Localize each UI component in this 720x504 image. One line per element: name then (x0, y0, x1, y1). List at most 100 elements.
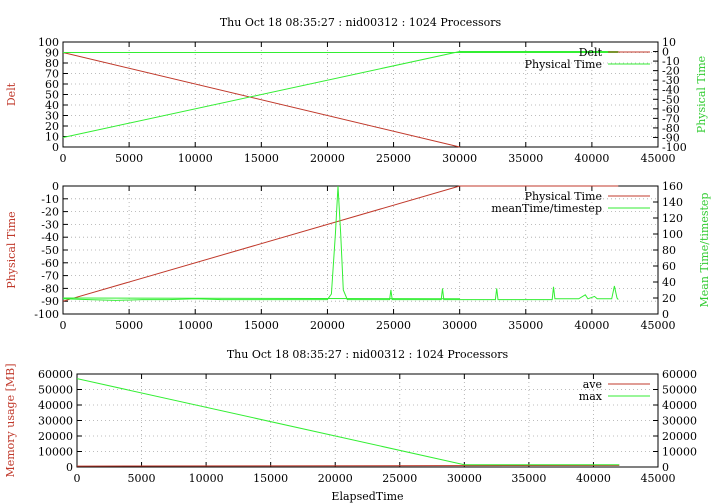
y-left-tick-label: 0 (52, 141, 59, 154)
y-left-tick-label: 50 (45, 89, 59, 102)
y-left-tick-label: 30 (45, 110, 59, 123)
x-tick-label: 10000 (178, 319, 213, 332)
x-tick-label: 10000 (178, 152, 213, 165)
x-tick-label: 30000 (442, 152, 477, 165)
y-left-tick-label: 20000 (38, 430, 73, 443)
y-left-tick-label: 0 (52, 180, 59, 193)
x-tick-label: 15000 (244, 319, 279, 332)
x-tick-label: 15000 (244, 152, 279, 165)
y-right-tick-label: 10 (662, 36, 676, 49)
y-left-tick-label: -70 (41, 270, 59, 283)
y-left-tick-label: 80 (45, 57, 59, 70)
y-right-tick-label: -40 (662, 84, 680, 97)
y-right-tick-label: 0 (662, 461, 669, 474)
chart-title: Thu Oct 18 08:35:27 : nid00312 : 1024 Pr… (227, 348, 509, 361)
y-left-tick-label: -80 (41, 282, 59, 295)
series-line-ave (76, 464, 620, 467)
x-tick-label: 5000 (115, 152, 143, 165)
y-right-tick-label: 50000 (662, 384, 697, 397)
x-tick-label: 5000 (128, 472, 156, 485)
y-left-axis-label: Physical Time (5, 211, 18, 288)
y-right-tick-label: 0 (662, 46, 669, 59)
y-left-tick-label: -50 (41, 244, 59, 257)
x-tick-label: 15000 (253, 472, 288, 485)
series-line-physical-time (62, 51, 619, 138)
legend-label: ave (583, 378, 602, 391)
y-left-tick-label: 100 (38, 36, 59, 49)
x-tick-label: 20000 (318, 472, 353, 485)
series-line-max (76, 378, 620, 466)
y-left-tick-label: 60 (45, 78, 59, 91)
y-right-tick-label: 20 (662, 292, 676, 305)
y-left-tick-label: -100 (34, 308, 59, 321)
x-tick-label: 40000 (574, 152, 609, 165)
x-tick-label: 45000 (641, 472, 676, 485)
y-left-tick-label: -90 (41, 295, 59, 308)
y-right-tick-label: -80 (662, 122, 680, 135)
y-left-tick-label: 50000 (38, 384, 73, 397)
x-tick-label: 25000 (382, 472, 417, 485)
y-right-tick-label: -20 (662, 65, 680, 78)
y-left-axis-label: Memory usage [MB] (4, 363, 17, 477)
y-right-tick-label: 0 (662, 308, 669, 321)
x-tick-label: 25000 (376, 152, 411, 165)
y-right-tick-label: 30000 (662, 415, 697, 428)
y-left-tick-label: 70 (45, 68, 59, 81)
x-tick-label: 45000 (641, 152, 676, 165)
x-tick-label: 0 (60, 152, 67, 165)
y-right-tick-label: 60000 (662, 368, 697, 381)
x-tick-label: 30000 (442, 319, 477, 332)
y-left-tick-label: 10 (45, 131, 59, 144)
y-left-tick-label: 90 (45, 47, 59, 60)
plot-frame (76, 373, 659, 468)
legend-label: Physical Time (525, 58, 602, 71)
x-tick-label: 10000 (189, 472, 224, 485)
y-right-tick-label: 80 (662, 244, 676, 257)
y-left-tick-label: 0 (66, 461, 73, 474)
y-left-tick-label: -60 (41, 257, 59, 270)
y-right-tick-label: 100 (662, 228, 683, 241)
y-left-tick-label: 40000 (38, 399, 73, 412)
series-line-unlabeled-2 (62, 297, 460, 300)
legend-label: meanTime/timestep (491, 202, 602, 215)
y-right-tick-label: 10000 (662, 446, 697, 459)
x-tick-label: 20000 (310, 152, 345, 165)
x-tick-label: 40000 (576, 472, 611, 485)
legend-label: Delt (579, 46, 603, 59)
x-tick-label: 20000 (310, 319, 345, 332)
y-left-tick-label: -30 (41, 218, 59, 231)
y-left-tick-label: -10 (41, 193, 59, 206)
y-right-tick-label: 40000 (662, 399, 697, 412)
legend-label: max (579, 390, 603, 403)
x-tick-label: 25000 (376, 319, 411, 332)
y-right-tick-label: 140 (662, 196, 683, 209)
y-right-tick-label: 40 (662, 276, 676, 289)
series-line-delt (62, 52, 460, 148)
x-tick-label: 40000 (574, 319, 609, 332)
y-right-tick-label: -10 (662, 55, 680, 68)
y-left-tick-label: 20 (45, 120, 59, 133)
y-left-tick-label: -20 (41, 206, 59, 219)
series-line-physical-time (62, 185, 619, 302)
x-tick-label: 0 (60, 319, 67, 332)
legend-label: Physical Time (525, 190, 602, 203)
plot-frame (62, 185, 659, 315)
chart-1: 0 5000 10000 15000 20000 25000 30000 35000 40000… (5, 16, 708, 165)
y-right-axis-label: Mean Time/timestep (698, 193, 711, 308)
chart-title: Thu Oct 18 08:35:27 : nid00312 : 1024 Pr… (220, 16, 502, 29)
x-tick-label: 5000 (115, 319, 143, 332)
plot-frame (62, 41, 659, 148)
y-right-tick-label: -70 (662, 112, 680, 125)
x-tick-label: 45000 (641, 319, 676, 332)
y-right-tick-label: 20000 (662, 430, 697, 443)
series-line-meantime-timestep (62, 185, 619, 301)
x-axis-label: ElapsedTime (331, 490, 403, 503)
y-right-axis-label: Physical Time (695, 56, 708, 133)
y-left-tick-label: 30000 (38, 415, 73, 428)
chart-2: 0 5000 10000 15000 20000 25000 30000 35000 40000… (5, 180, 711, 332)
y-right-tick-label: -30 (662, 74, 680, 87)
y-left-tick-label: -40 (41, 231, 59, 244)
chart-3: 0 5000 10000 15000 20000 25000 30000 35000 40000… (4, 348, 697, 503)
y-right-tick-label: -60 (662, 103, 680, 116)
